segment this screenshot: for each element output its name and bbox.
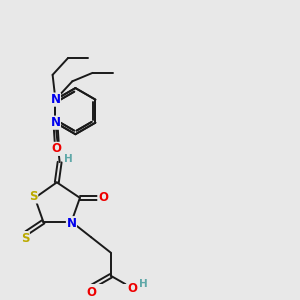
Text: O: O [52,142,62,155]
Text: H: H [64,154,73,164]
Text: O: O [98,191,108,204]
Text: N: N [67,217,76,230]
Text: O: O [127,282,137,295]
Text: H: H [139,279,148,289]
Text: S: S [21,232,29,244]
Text: S: S [29,190,38,203]
Text: N: N [50,116,60,129]
Text: N: N [50,93,60,106]
Text: O: O [86,286,96,298]
